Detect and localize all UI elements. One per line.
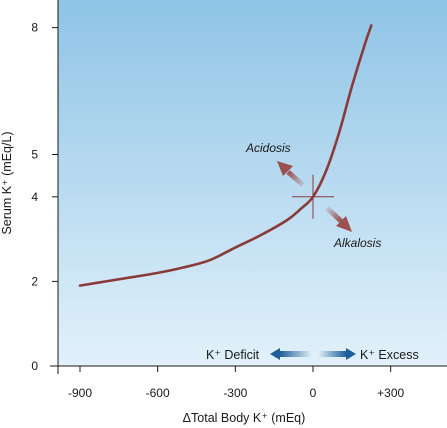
- y-tick-label: 8: [31, 21, 38, 35]
- deficit-label: K⁺ Deficit: [206, 348, 260, 362]
- x-tick-label: -900: [68, 386, 92, 400]
- legend-layer: K⁺ Deficit K⁺ Excess: [206, 348, 419, 362]
- x-tick-label: +300: [377, 386, 404, 400]
- y-tick-label: 4: [31, 190, 38, 204]
- plot-background: [58, 0, 447, 366]
- y-axis-title: Serum K⁺ (mEq/L): [0, 131, 14, 234]
- alkalosis-arrow-head: [336, 216, 352, 232]
- annotation-layer: Acidosis Alkalosis: [245, 141, 381, 250]
- axes: 0 2 4 5 8 -900 -600 -300 0 +300: [31, 0, 447, 400]
- y-tick-label: 5: [31, 148, 38, 162]
- x-axis-title: ΔTotal Body K⁺ (mEq): [183, 411, 306, 425]
- acidosis-arrow-head: [277, 161, 293, 176]
- alkalosis-arrow-shaft: [325, 206, 343, 223]
- excess-label: K⁺ Excess: [360, 348, 419, 362]
- series-line: [78, 24, 373, 287]
- x-tick-label: -300: [223, 386, 247, 400]
- excess-arrow-shaft: [318, 351, 346, 357]
- y-tick-label: 2: [31, 274, 38, 288]
- series-layer: [78, 24, 373, 287]
- x-tick-label: -600: [146, 386, 170, 400]
- excess-arrow-head: [346, 348, 356, 360]
- acidosis-label: Acidosis: [245, 141, 291, 155]
- deficit-arrow-shaft: [280, 351, 312, 357]
- acidosis-arrow-shaft: [286, 170, 305, 187]
- deficit-arrow-head: [270, 348, 280, 360]
- alkalosis-label: Alkalosis: [333, 236, 381, 250]
- y-tick-label: 0: [31, 359, 38, 373]
- x-tick-label: 0: [310, 386, 317, 400]
